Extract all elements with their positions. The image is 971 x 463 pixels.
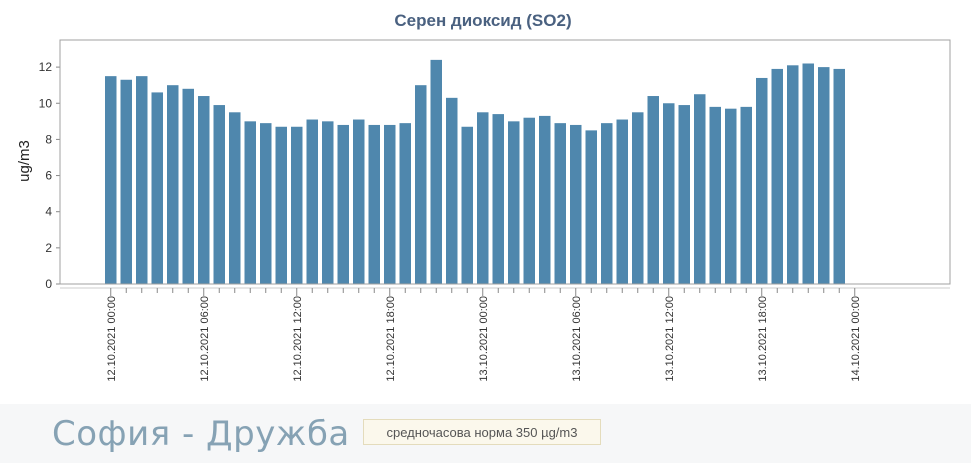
y-axis-label: ug/m3 bbox=[16, 140, 33, 182]
bar bbox=[585, 130, 597, 284]
plot-area-border bbox=[59, 39, 951, 285]
bar bbox=[787, 65, 799, 284]
bar bbox=[430, 59, 442, 284]
bar bbox=[616, 119, 628, 284]
bar bbox=[322, 121, 334, 284]
x-tick-label: 12.10.2021 00:00 bbox=[106, 296, 118, 382]
x-tick-label: 12.10.2021 06:00 bbox=[199, 296, 211, 382]
y-tick-label: 0 bbox=[45, 277, 52, 291]
bar bbox=[136, 76, 148, 284]
bar bbox=[492, 114, 504, 285]
y-tick-label: 4 bbox=[45, 205, 52, 219]
bar bbox=[539, 115, 551, 285]
x-tick-label: 12.10.2021 18:00 bbox=[385, 296, 397, 382]
bar bbox=[105, 76, 117, 284]
bar bbox=[756, 77, 768, 284]
bar bbox=[446, 97, 458, 284]
bar bbox=[461, 126, 473, 284]
bar bbox=[399, 123, 411, 284]
y-tick-label: 2 bbox=[45, 241, 52, 255]
bar bbox=[198, 96, 210, 284]
bar bbox=[802, 63, 814, 285]
chart-title: Серен диоксид (SO2) bbox=[394, 11, 571, 30]
bar bbox=[213, 105, 225, 284]
bar bbox=[337, 124, 349, 284]
bar bbox=[818, 67, 830, 284]
x-tick-label: 13.10.2021 00:00 bbox=[478, 296, 490, 382]
bar bbox=[725, 108, 737, 284]
bar bbox=[306, 119, 318, 284]
bar bbox=[151, 92, 163, 284]
bar bbox=[167, 85, 179, 285]
bar bbox=[632, 112, 644, 284]
y-tick-label: 12 bbox=[39, 60, 53, 74]
bar bbox=[663, 103, 675, 284]
bars-group bbox=[105, 59, 845, 285]
bar bbox=[570, 124, 582, 284]
bar bbox=[477, 112, 489, 284]
bar bbox=[601, 123, 613, 284]
y-tick-label: 6 bbox=[45, 169, 52, 183]
bar bbox=[229, 112, 241, 284]
bar bbox=[275, 126, 287, 284]
bar bbox=[368, 124, 380, 284]
bar bbox=[647, 96, 659, 284]
x-tick-label: 14.10.2021 00:00 bbox=[850, 296, 862, 382]
bar bbox=[291, 126, 303, 284]
x-tick-label: 13.10.2021 12:00 bbox=[664, 296, 676, 382]
chart-panel: Серен диоксид (SO2) ug/m3 0 2 4 6 8 10 12 12.1… bbox=[16, 11, 951, 382]
y-axis: 0 2 4 6 8 10 12 bbox=[39, 60, 60, 291]
bar bbox=[260, 123, 272, 284]
x-tick-label: 13.10.2021 18:00 bbox=[757, 296, 769, 382]
norm-badge: средночасова норма 350 µg/m3 bbox=[363, 419, 601, 445]
bar bbox=[353, 119, 365, 284]
bar bbox=[415, 85, 427, 285]
bar bbox=[740, 106, 752, 284]
y-tick-label: 8 bbox=[45, 132, 52, 146]
x-tick-label: 12.10.2021 12:00 bbox=[292, 296, 304, 382]
bar bbox=[523, 117, 535, 284]
x-axis: 12.10.2021 00:00 12.10.2021 06:00 12.10.20… bbox=[60, 287, 950, 382]
bar bbox=[508, 121, 520, 284]
bar bbox=[771, 68, 783, 284]
bar bbox=[244, 121, 256, 284]
bar bbox=[182, 88, 194, 284]
bar bbox=[694, 94, 706, 284]
bar bbox=[833, 68, 845, 284]
bar bbox=[709, 106, 721, 284]
y-tick-label: 10 bbox=[39, 96, 53, 110]
bar bbox=[384, 124, 396, 284]
x-tick-label: 13.10.2021 06:00 bbox=[571, 296, 583, 382]
bar bbox=[120, 79, 132, 284]
bar bbox=[678, 105, 690, 284]
so2-bar-chart: Серен диоксид (SO2) ug/m3 0 2 4 6 8 10 12 12.1… bbox=[16, 11, 951, 382]
bar bbox=[554, 123, 566, 284]
station-name: София - Дружба bbox=[52, 414, 350, 454]
